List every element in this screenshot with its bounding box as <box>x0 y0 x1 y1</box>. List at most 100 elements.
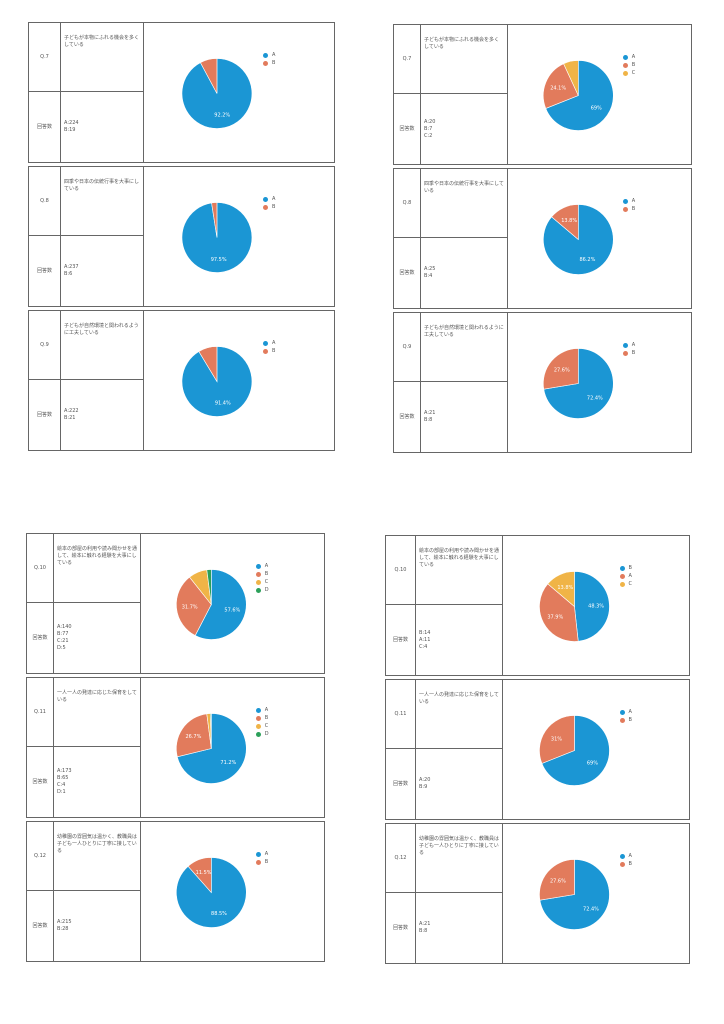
legend-label: A <box>631 54 636 61</box>
pie-slice-A <box>541 715 610 786</box>
legend-label: B <box>264 715 269 722</box>
legend-dot-icon <box>263 52 269 58</box>
pie-slice-label: 24.1% <box>550 85 566 91</box>
answers-label: 回答数 <box>29 92 61 162</box>
legend-label: B <box>628 861 632 868</box>
legend-item: B <box>255 858 269 866</box>
pie-slice-label: 13.8% <box>561 218 577 224</box>
legend-dot-icon <box>619 853 625 859</box>
legend-dot-icon <box>619 573 625 579</box>
question-text: 四季や日本の伝統行事を大事にしている <box>61 167 144 236</box>
legend-item: B <box>255 714 269 722</box>
legend-label: B <box>631 350 636 357</box>
question-text: 一人一人の発達に応じた保育をしている <box>54 678 141 747</box>
legend-dot-icon <box>255 563 261 569</box>
legend-label: B <box>264 859 269 866</box>
question-text: 幼稚園の雰囲気は温かく、教職員は子ども一人ひとりに丁寧に接している <box>416 824 503 893</box>
legend-item: A <box>619 852 632 860</box>
pie-chart: 97.5% <box>181 202 253 273</box>
pie-slice-B <box>176 576 212 636</box>
pie-slice-label: 27.6% <box>554 367 570 373</box>
legend-item: B <box>263 59 275 67</box>
legend-item: A <box>255 850 269 858</box>
legend-dot-icon <box>622 70 628 76</box>
answers-label: 回答数 <box>386 605 416 675</box>
legend-item: A <box>263 51 275 59</box>
legend-item: B <box>263 203 275 211</box>
question-card: Q.9 子どもが自然環境と関われるように工夫している 回答数 A:21 B:8 72.4… <box>393 312 692 453</box>
pie-slice-B <box>187 857 212 894</box>
legend-dot-icon <box>263 196 269 202</box>
legend-dot-icon <box>619 565 625 571</box>
question-card: Q.11 一人一人の発達に応じた保育をしている 回答数 A:173 B:65 C:4 … <box>26 677 325 818</box>
answers-label: 回答数 <box>29 380 61 450</box>
legend-item: A <box>619 708 632 716</box>
legend-dot-icon <box>255 731 261 737</box>
answer-counts: A:173 B:65 C:4 D:1 <box>54 747 141 817</box>
pie-chart: 57.6% 31.7% <box>176 569 247 640</box>
pie-slice-B <box>198 346 218 383</box>
pie-slice-B <box>551 204 579 241</box>
answers-label: 回答数 <box>386 749 416 819</box>
pie-slice-B <box>543 63 579 109</box>
pie-slice-C <box>547 571 575 608</box>
pie-slice-A <box>545 60 614 131</box>
legend-item: B <box>619 860 632 868</box>
pie-slice-label: 72.4% <box>587 396 603 402</box>
legend-label: D <box>264 731 269 738</box>
legend-label: A <box>272 340 276 347</box>
pie-slice-label: 37.9% <box>547 615 563 621</box>
legend-dot-icon <box>622 342 628 348</box>
legend-label: A <box>264 851 269 858</box>
legend-item: C <box>255 722 269 730</box>
answer-counts: A:140 B:77 C:21 D:5 <box>54 603 141 673</box>
legend-label: B <box>628 565 632 572</box>
legend-item: D <box>255 586 269 594</box>
answers-label: 回答数 <box>386 893 416 963</box>
pie-slice-label: 69% <box>587 761 598 767</box>
question-card: Q.9 子どもが自然環境と関われるように工夫している 回答数 A:222 B:21 91… <box>28 310 335 451</box>
legend-item: B <box>622 349 636 357</box>
legend-item: C <box>619 580 632 588</box>
legend-label: B <box>272 204 276 211</box>
legend-label: A <box>628 573 632 580</box>
answer-counts: A:25 B:4 <box>421 238 508 308</box>
legend-label: A <box>628 709 632 716</box>
question-card: Q.10 絵本の部屋の利用や読み聞かせを通して、絵本に触れる経験を大事にしている回… <box>26 533 325 674</box>
pie-slice-label: 97.5% <box>211 257 227 263</box>
legend-dot-icon <box>622 62 628 68</box>
question-card: Q.12 幼稚園の雰囲気は温かく、教職員は子ども一人ひとりに丁寧に接している 回答数… <box>26 821 325 962</box>
legend-dot-icon <box>619 861 625 867</box>
question-number: Q.7 <box>29 23 61 92</box>
legend-dot-icon <box>619 581 625 587</box>
answer-counts: A:20 B:9 <box>416 749 503 819</box>
legend-item: B <box>622 61 636 69</box>
legend-item: B <box>619 716 632 724</box>
question-text: 幼稚園の雰囲気は温かく、教職員は子ども一人ひとりに丁寧に接している <box>54 822 141 891</box>
legend-dot-icon <box>619 709 625 715</box>
pie-slice-B <box>543 348 579 390</box>
legend-label: A <box>631 198 636 205</box>
legend-label: D <box>264 587 269 594</box>
legend-dot-icon <box>622 198 628 204</box>
pie-chart: 71.2% 26.7% <box>176 713 247 784</box>
pie-chart: 72.4% 27.6% <box>539 859 610 930</box>
question-text: 子どもが自然環境と関われるように工夫している <box>61 311 144 380</box>
legend-label: C <box>264 723 269 730</box>
pie-chart: 86.2% 13.8% <box>543 204 614 275</box>
legend-label: B <box>631 206 636 213</box>
question-text: 四季や日本の伝統行事を大事にしている <box>421 169 508 238</box>
pie-slice-B <box>176 713 212 758</box>
legend-dot-icon <box>255 707 261 713</box>
legend-item: A <box>622 341 635 349</box>
question-number: Q.11 <box>27 678 54 747</box>
legend-label: A <box>264 707 269 714</box>
legend-label: A <box>272 196 276 203</box>
